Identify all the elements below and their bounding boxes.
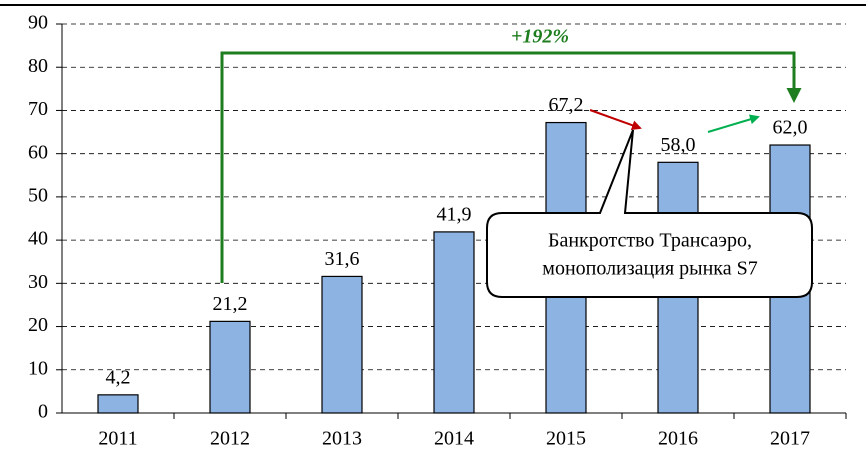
x-tick-label: 2013: [322, 428, 362, 450]
y-tick-label: 70: [28, 98, 48, 120]
bar: [209, 320, 251, 414]
y-tick-label: 10: [28, 357, 48, 379]
value-label: 58,0: [661, 134, 696, 156]
value-label: 62,0: [773, 117, 808, 139]
callout-text: Банкротство Трансаэро,: [548, 230, 752, 252]
y-tick-label: 0: [38, 401, 48, 423]
value-label: 41,9: [437, 203, 472, 225]
x-tick-label: 2017: [770, 428, 810, 450]
bar: [97, 394, 139, 414]
x-tick-label: 2014: [434, 428, 474, 450]
y-tick-label: 60: [28, 141, 48, 163]
x-tick-label: 2016: [658, 428, 698, 450]
y-tick-label: 40: [28, 228, 48, 250]
growth-label: +192%: [511, 26, 569, 48]
bar: [433, 231, 475, 414]
decline-arrow: [589, 109, 642, 130]
rise-arrow: [707, 114, 760, 133]
value-label: 4,2: [106, 366, 131, 388]
value-label: 67,2: [549, 94, 584, 116]
x-tick-label: 2011: [98, 428, 137, 450]
callout-box: [486, 129, 813, 298]
y-tick-label: 30: [28, 271, 48, 293]
x-tick-label: 2015: [546, 428, 586, 450]
y-tick-label: 90: [28, 12, 48, 34]
y-tick-label: 50: [28, 184, 48, 206]
y-tick-label: 20: [28, 314, 48, 336]
value-label: 31,6: [325, 248, 360, 270]
x-tick-label: 2012: [210, 428, 250, 450]
bar: [321, 275, 363, 414]
growth-bracket: [220, 51, 802, 283]
value-label: 21,2: [213, 293, 248, 315]
y-tick-label: 80: [28, 55, 48, 77]
callout-text: монополизация рынка S7: [542, 258, 757, 280]
